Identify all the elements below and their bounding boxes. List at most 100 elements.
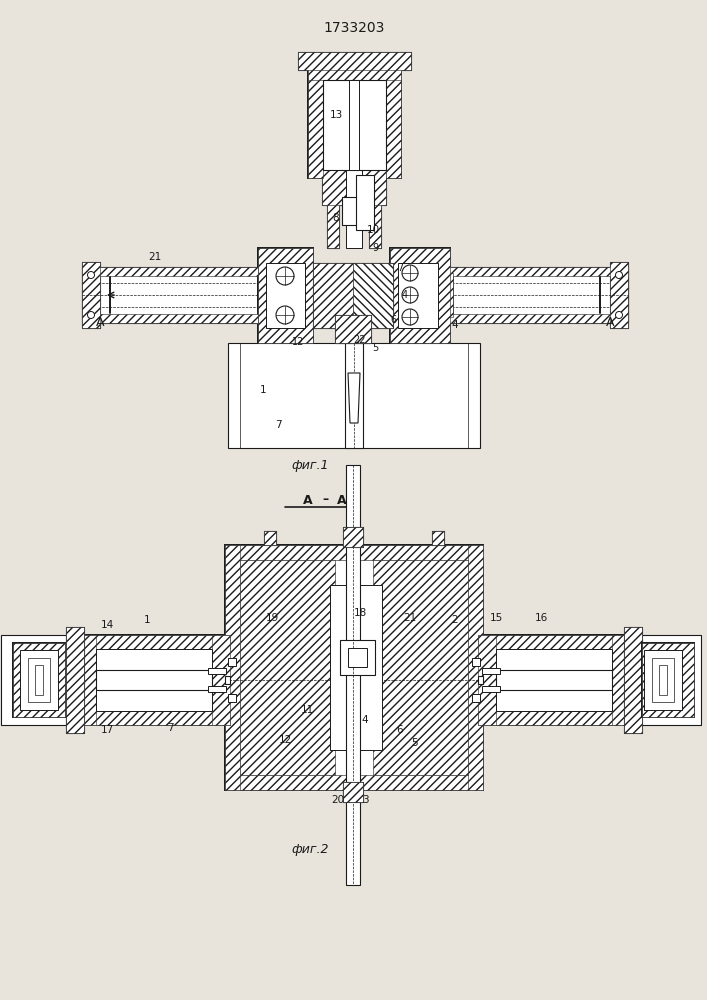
Bar (472, 694, 480, 702)
Bar (367, 152, 377, 166)
Bar (496, 670, 612, 690)
Circle shape (88, 312, 95, 318)
Text: 11: 11 (300, 705, 314, 715)
Bar (652, 658, 674, 702)
Circle shape (402, 287, 418, 303)
Bar (96, 670, 212, 690)
Bar (448, 267, 628, 323)
Text: A: A (303, 493, 312, 506)
Bar (298, 52, 411, 70)
Circle shape (402, 309, 418, 325)
Bar (432, 531, 444, 545)
Text: 1: 1 (259, 385, 267, 395)
Text: A: A (95, 316, 104, 330)
Bar (478, 635, 630, 649)
Bar (82, 262, 100, 328)
Text: 1733203: 1733203 (323, 21, 385, 35)
Bar (482, 668, 500, 674)
Bar (35, 665, 43, 695)
Bar (225, 545, 483, 790)
Text: 6: 6 (390, 315, 396, 325)
Bar (482, 686, 500, 692)
Text: 7: 7 (167, 723, 173, 733)
Text: 4: 4 (452, 320, 458, 330)
Bar (78, 635, 96, 725)
Bar (308, 68, 323, 178)
Text: 21: 21 (148, 252, 162, 262)
Bar (264, 531, 276, 545)
Circle shape (616, 271, 622, 278)
Text: 10: 10 (366, 225, 380, 235)
Circle shape (616, 312, 622, 318)
Bar (323, 80, 386, 170)
Bar (343, 782, 363, 802)
Bar (369, 118, 381, 248)
Bar (478, 676, 483, 684)
Bar (468, 545, 483, 790)
Bar (478, 635, 630, 725)
Bar (330, 585, 382, 750)
Bar (478, 711, 630, 725)
Text: 8: 8 (332, 213, 339, 223)
Bar (322, 162, 386, 205)
Circle shape (402, 265, 418, 281)
Bar (448, 267, 628, 276)
Bar (66, 627, 84, 733)
Text: 22: 22 (354, 335, 366, 345)
Text: 4: 4 (402, 290, 408, 300)
Bar (322, 162, 386, 205)
Bar (313, 263, 353, 328)
Bar (390, 248, 450, 343)
Bar (82, 267, 258, 323)
Bar (636, 635, 701, 725)
Bar (478, 635, 496, 725)
Bar (13, 643, 65, 717)
Text: 18: 18 (354, 608, 367, 618)
Bar (66, 627, 84, 733)
Bar (20, 650, 58, 710)
Bar (346, 465, 360, 885)
Bar (82, 314, 258, 323)
Polygon shape (348, 373, 360, 423)
Circle shape (276, 306, 294, 324)
Bar (308, 68, 401, 80)
Text: 20: 20 (332, 795, 344, 805)
Bar (13, 643, 65, 717)
Bar (390, 248, 450, 343)
Bar (78, 635, 230, 649)
Text: 2: 2 (452, 615, 458, 625)
Circle shape (276, 267, 294, 285)
Bar (264, 531, 276, 545)
Bar (340, 640, 375, 675)
Bar (225, 545, 483, 560)
Bar (313, 263, 393, 328)
Bar (435, 273, 453, 317)
Bar (266, 263, 305, 328)
Bar (342, 197, 366, 225)
Bar (298, 52, 411, 70)
Bar (331, 152, 341, 166)
Bar (642, 643, 694, 717)
Text: 17: 17 (100, 725, 114, 735)
Bar (435, 273, 453, 317)
Bar (346, 123, 362, 248)
Bar (308, 68, 401, 178)
Text: фиг.1: фиг.1 (291, 458, 329, 472)
Bar (343, 527, 363, 547)
Bar (335, 315, 371, 343)
Bar (659, 665, 667, 695)
Bar (1, 635, 66, 725)
Bar (610, 262, 628, 328)
Bar (343, 782, 363, 802)
Bar (78, 711, 230, 725)
Bar (208, 686, 226, 692)
Bar (212, 635, 230, 725)
Bar (228, 343, 480, 448)
Bar (331, 152, 341, 166)
Bar (369, 118, 381, 248)
Bar (624, 627, 642, 733)
Bar (225, 545, 240, 790)
Bar (398, 263, 438, 328)
Bar (343, 527, 363, 547)
Bar (327, 118, 339, 248)
